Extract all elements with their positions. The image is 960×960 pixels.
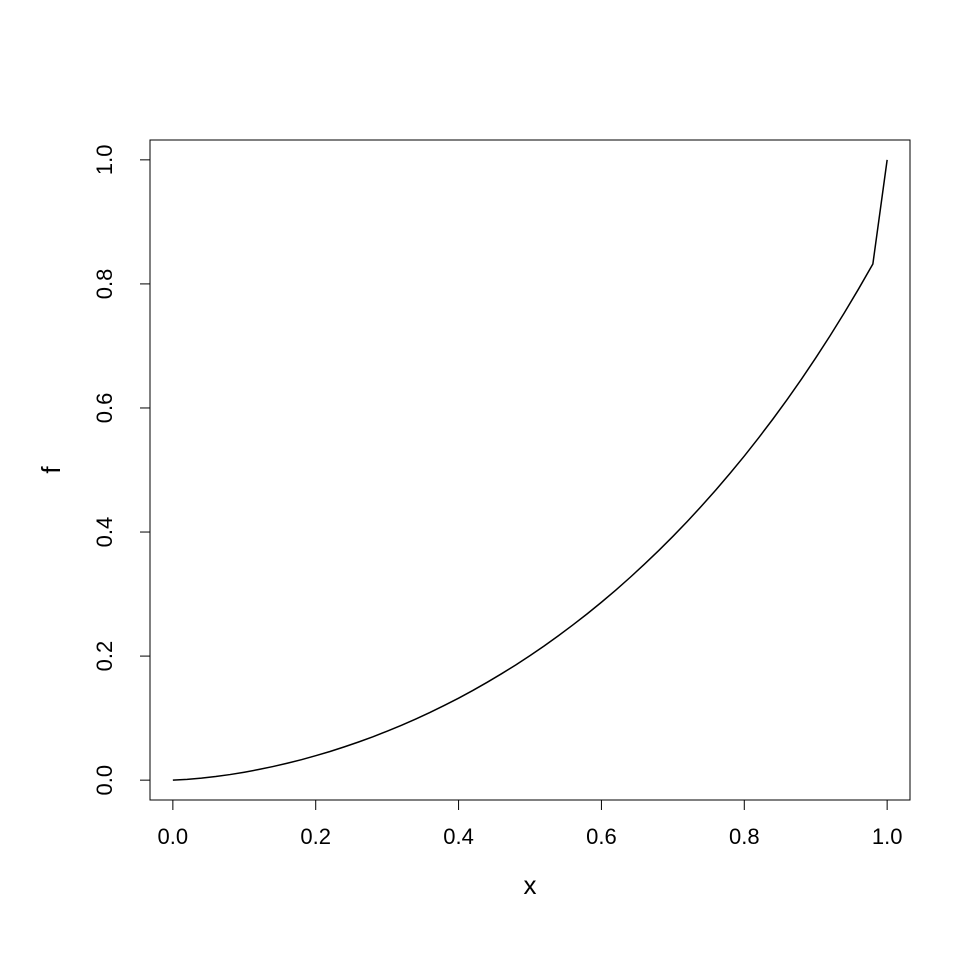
y-tick-label: 0.8 bbox=[92, 269, 117, 300]
x-tick-label: 0.8 bbox=[729, 824, 760, 849]
x-tick-label: 0.0 bbox=[158, 824, 189, 849]
x-tick-label: 1.0 bbox=[872, 824, 903, 849]
x-tick-label: 0.4 bbox=[443, 824, 474, 849]
series-line bbox=[173, 160, 887, 780]
chart-container: 0.0 0.2 0.4 0.6 0.8 1.0 0.0 0.2 0.4 0.6 0.8 1.0 x f bbox=[0, 0, 960, 960]
x-tick-label: 0.6 bbox=[586, 824, 617, 849]
y-tick-label: 0.4 bbox=[92, 517, 117, 548]
x-axis-title: x bbox=[524, 870, 537, 900]
plot-box bbox=[150, 140, 910, 800]
y-tick-label: 0.2 bbox=[92, 641, 117, 672]
y-axis-title: f bbox=[36, 466, 66, 474]
y-tick-label: 0.0 bbox=[92, 765, 117, 796]
line-chart: 0.0 0.2 0.4 0.6 0.8 1.0 0.0 0.2 0.4 0.6 0.8 1.0 x f bbox=[0, 0, 960, 960]
y-tick-label: 1.0 bbox=[92, 145, 117, 176]
y-tick-label: 0.6 bbox=[92, 393, 117, 424]
x-tick-label: 0.2 bbox=[300, 824, 331, 849]
